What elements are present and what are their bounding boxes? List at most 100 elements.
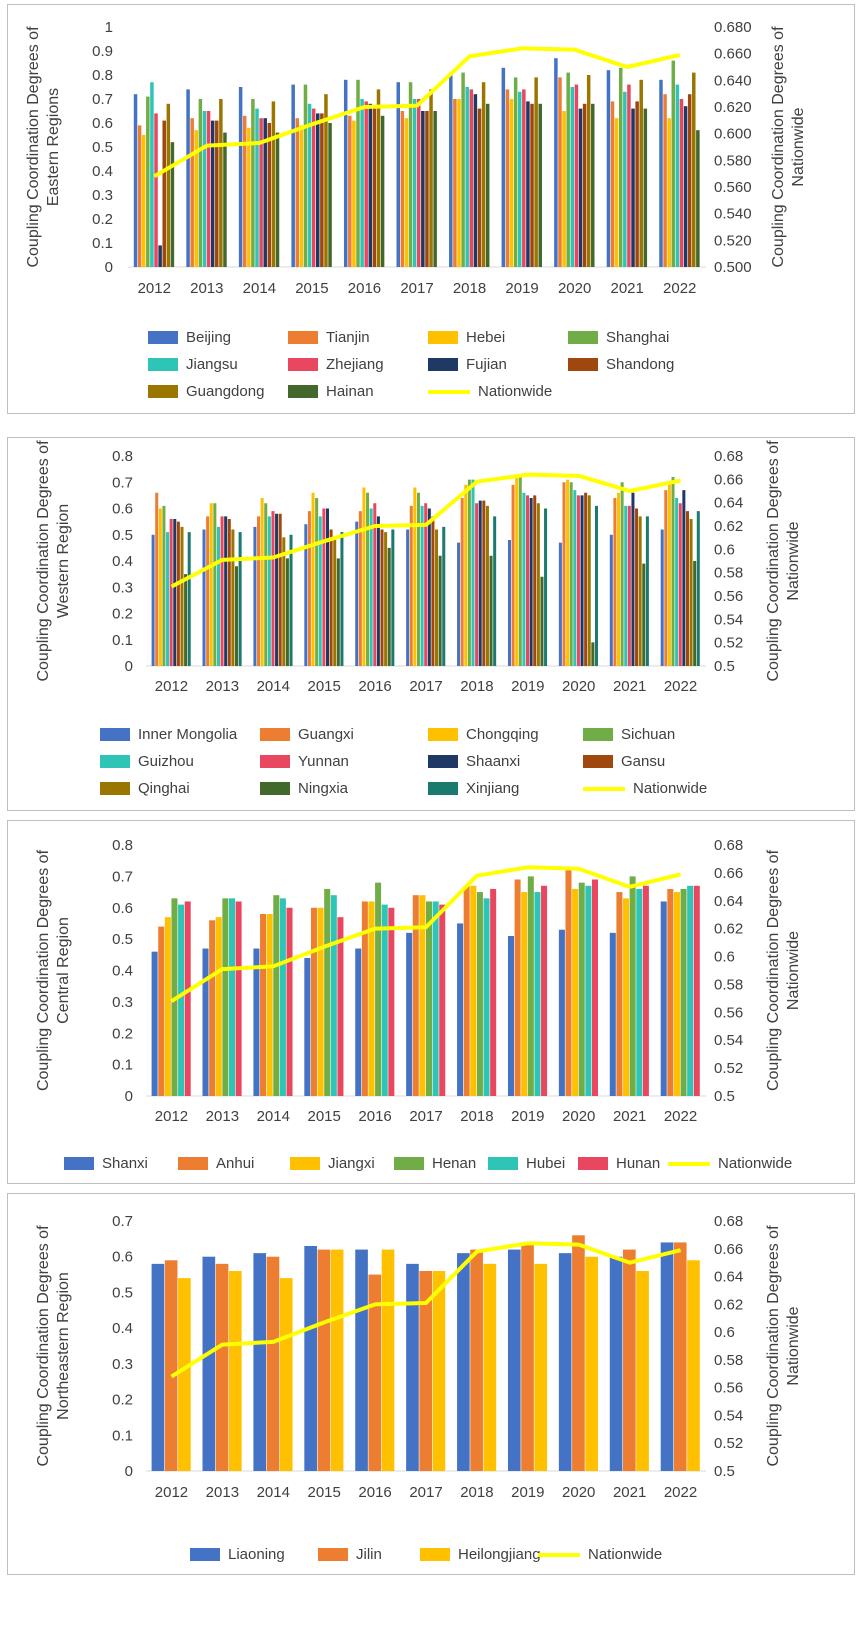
bar-shanxi-2012 [151, 951, 158, 1096]
bar-liaoning-2016 [355, 1249, 368, 1471]
bar-beijing-2018 [449, 75, 453, 267]
left-axis-tick-label: 0.1 [112, 1057, 133, 1074]
legend-item-gansu: Gansu [583, 753, 665, 770]
legend-label: Nationwide [718, 1155, 793, 1172]
legend-label: Jiangsu [186, 356, 238, 373]
bar-shaanxi-2018 [478, 500, 482, 666]
bar-jilin-2018 [470, 1249, 483, 1471]
category-label: 2014 [257, 678, 290, 695]
legend-item-ningxia: Ningxia [260, 780, 348, 797]
legend-northeastern: Liaoning Jilin Heilongjiang Nationwide [8, 1542, 854, 1572]
right-axis-tick-label: 0.560 [714, 179, 752, 196]
right-axis-tick-label: 0.66 [714, 1241, 743, 1258]
left-axis-tick-label: 0.8 [92, 67, 113, 84]
bar-shaanxi-2017 [427, 508, 431, 666]
bar-tianjin-2018 [453, 99, 457, 267]
bar-liaoning-2020 [558, 1253, 572, 1471]
bar-guangxi-2020 [562, 482, 566, 666]
category-label: 2019 [511, 678, 544, 695]
left-axis-tick-label: 1 [105, 19, 113, 36]
bar-ningxia-2019 [540, 576, 544, 666]
bar-heilongjiang-2021 [636, 1271, 649, 1471]
category-label: 2021 [613, 678, 646, 695]
bar-xinjiang-2020 [594, 505, 598, 666]
bar-jiangsu-2021 [623, 91, 627, 267]
bar-hubei-2017 [432, 901, 439, 1096]
bar-fujian-2014 [263, 118, 267, 267]
bar-jiangxi-2019 [521, 892, 528, 1096]
bar-shanghai-2014 [251, 99, 255, 267]
bar-liaoning-2022 [660, 1242, 674, 1471]
bar-guizhou-2019 [522, 492, 526, 666]
bar-shandong-2012 [162, 120, 166, 267]
bar-liaoning-2017 [406, 1263, 419, 1471]
bar-liaoning-2013 [202, 1256, 216, 1471]
bar-shandong-2014 [267, 123, 272, 267]
left-axis-tick-label: 0.2 [92, 211, 113, 228]
legend-item-tianjin: Tianjin [288, 329, 370, 346]
left-axis-tick-label: 0 [125, 1463, 133, 1480]
bar-qinghai-2015 [333, 537, 337, 666]
legend-label: Inner Mongolia [138, 726, 238, 743]
bar-heilongjiang-2015 [330, 1249, 344, 1471]
left-axis-tick-label: 0.7 [112, 1213, 133, 1230]
bar-jiangsu-2012 [150, 82, 154, 267]
legend-label: Liaoning [228, 1546, 285, 1563]
right-axis-tick-label: 0.64 [714, 893, 743, 910]
legend-label: Nationwide [588, 1546, 663, 1563]
legend-label: Nationwide [633, 780, 708, 797]
left-axis-tick-label: 0.5 [112, 1284, 133, 1301]
bar-anhui-2015 [310, 907, 317, 1096]
right-axis-title: Coupling Coordination Degrees of Nationwi… [770, 26, 807, 268]
bar-anhui-2013 [209, 920, 216, 1096]
bar-hubei-2018 [483, 898, 490, 1096]
bar-zhejiang-2019 [522, 89, 526, 268]
bar-jiangxi-2016 [368, 901, 375, 1096]
bar-guizhou-2016 [369, 508, 373, 666]
bar-jiangsu-2018 [465, 87, 469, 267]
bar-gansu-2022 [685, 511, 689, 666]
bar-jilin-2014 [266, 1256, 280, 1471]
bar-liaoning-2018 [457, 1253, 470, 1471]
bar-hebei-2014 [247, 127, 251, 267]
legend-label: Jilin [356, 1546, 382, 1563]
left-axis-tick-label: 0.2 [112, 606, 133, 623]
right-axis-title-line: Nationwide [785, 521, 802, 600]
bar-heilongjiang-2014 [279, 1278, 293, 1471]
bar-fujian-2016 [368, 103, 373, 267]
right-axis-tick-label: 0.56 [714, 1004, 743, 1021]
right-axis-tick-label: 0.520 [714, 232, 752, 249]
bar-heilongjiang-2013 [228, 1271, 242, 1471]
category-label: 2018 [453, 280, 486, 297]
bar-inner-mongolia-2018 [457, 542, 461, 666]
legend-label: Hebei [466, 329, 506, 346]
legend-label: Shandong [606, 356, 675, 373]
bar-jiangxi-2014 [266, 914, 273, 1096]
category-label: 2020 [558, 280, 591, 297]
bar-hubei-2012 [178, 904, 185, 1096]
legend-item-jiangxi: Jiangxi [290, 1155, 375, 1172]
bar-hubei-2020 [585, 885, 592, 1096]
bar-fujian-2022 [683, 106, 688, 267]
bar-ningxia-2012 [184, 574, 188, 666]
right-axis-tick-label: 0.540 [714, 206, 752, 223]
legend-swatch [148, 358, 178, 371]
bar-liaoning-2019 [507, 1249, 521, 1471]
bar-jiangxi-2012 [164, 917, 171, 1096]
bar-guangxi-2012 [155, 492, 159, 666]
legend-item-henan: Henan [394, 1155, 476, 1172]
legend-swatch [428, 358, 458, 371]
bar-xinjiang-2017 [442, 526, 446, 666]
bar-gansu-2016 [380, 529, 384, 666]
bar-sichuan-2012 [162, 505, 166, 666]
bar-jiangxi-2015 [317, 907, 324, 1096]
bar-xinjiang-2014 [289, 534, 293, 666]
bar-chongqing-2020 [566, 479, 570, 666]
legend-swatch [428, 389, 470, 394]
bar-yunnan-2021 [627, 505, 631, 666]
bar-hunan-2018 [490, 888, 497, 1096]
legend-item-hainan: Hainan [288, 383, 374, 400]
bar-liaoning-2015 [304, 1246, 317, 1471]
bar-hebei-2022 [667, 118, 671, 267]
bar-sichuan-2021 [620, 482, 624, 666]
